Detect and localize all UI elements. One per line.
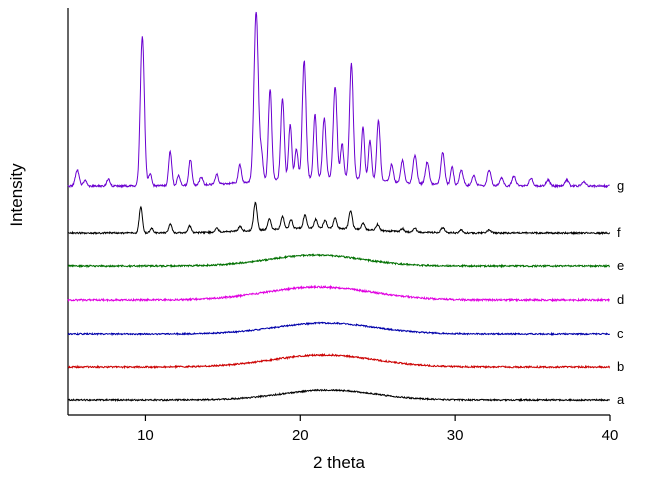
series-label-b: b — [617, 359, 624, 374]
plot-content: 10 20 30 40 a b c d e f g — [67, 11, 625, 444]
series-label-g: g — [617, 178, 624, 193]
trace-a — [67, 388, 611, 403]
trace-d — [67, 284, 610, 303]
trace-c — [67, 321, 611, 337]
series-label-f: f — [617, 225, 621, 240]
x-axis-title: 2 theta — [313, 453, 366, 472]
series-label-a: a — [617, 392, 625, 407]
x-tick-label: 20 — [292, 427, 309, 444]
trace-f — [67, 201, 611, 236]
x-tick-label: 40 — [602, 427, 619, 444]
trace-b — [67, 352, 611, 370]
trace-g — [67, 11, 610, 189]
series-label-e: e — [617, 258, 624, 273]
y-axis-title: Intensity — [7, 163, 26, 227]
trace-e — [67, 253, 611, 269]
series-label-c: c — [617, 326, 624, 341]
x-tick-label: 10 — [137, 427, 154, 444]
x-tick-label: 30 — [447, 427, 464, 444]
series-label-d: d — [617, 292, 624, 307]
